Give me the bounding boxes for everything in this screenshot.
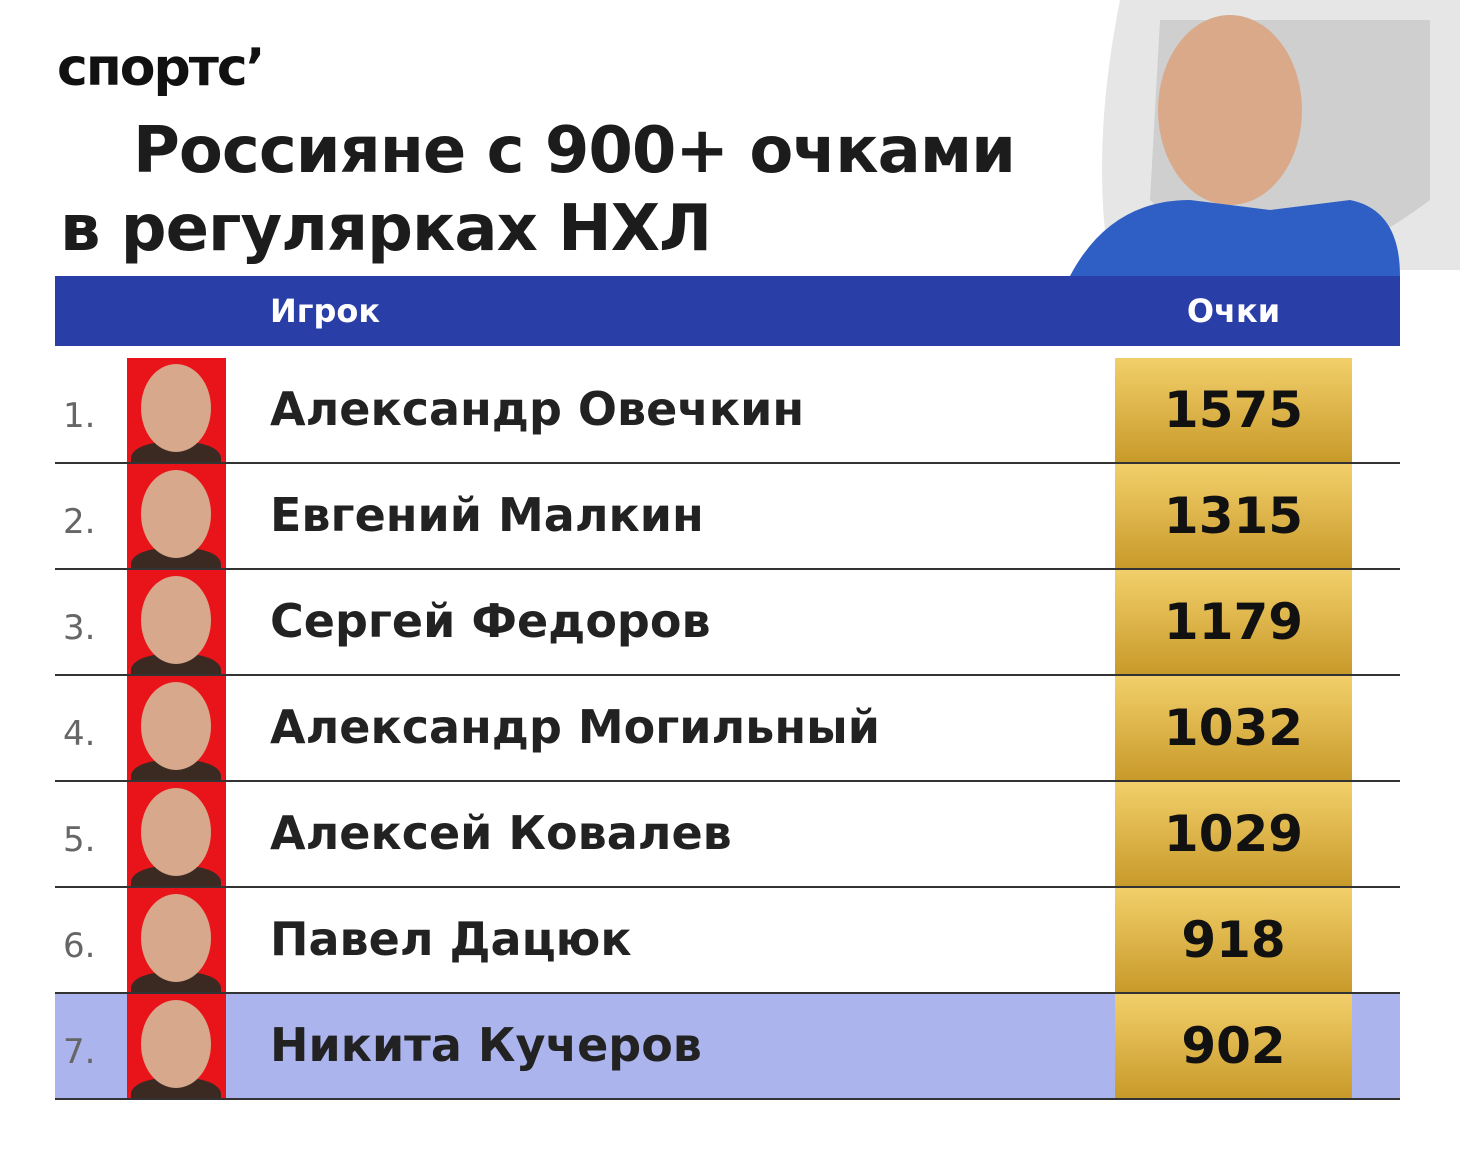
photo-body	[131, 972, 221, 992]
player-name: Александр Овечкин	[270, 382, 805, 436]
player-photo	[127, 358, 226, 462]
photo-body	[131, 866, 221, 886]
points: 1315	[1115, 464, 1352, 568]
points: 1032	[1115, 676, 1352, 780]
photo-face	[141, 470, 211, 558]
rank: 6.	[63, 926, 96, 966]
points: 1029	[1115, 782, 1352, 886]
player-name: Алексей Ковалев	[270, 806, 732, 860]
brand-logo: спортс’	[57, 38, 265, 98]
player-photo	[127, 676, 226, 780]
table-row: 3. Сергей Федоров 1179	[55, 570, 1400, 676]
rank: 3.	[63, 608, 96, 648]
table-row: 4. Александр Могильный 1032	[55, 676, 1400, 782]
player-photo	[127, 994, 226, 1098]
player-name: Никита Кучеров	[270, 1018, 702, 1072]
player-name: Павел Дацюк	[270, 912, 632, 966]
rank: 7.	[63, 1032, 96, 1072]
photo-face	[141, 364, 211, 452]
rank: 2.	[63, 502, 96, 542]
points: 1575	[1115, 358, 1352, 462]
player-photo	[127, 782, 226, 886]
table-row: 1. Александр Овечкин 1575	[55, 358, 1400, 464]
header-cell: Игрок	[270, 292, 381, 330]
photo-body	[131, 654, 221, 674]
rank: 5.	[63, 820, 96, 860]
table-row: 2. Евгений Малкин 1315	[55, 464, 1400, 570]
title-line: Россияне с 900+ очками	[133, 114, 1016, 188]
photo-face	[141, 576, 211, 664]
rank: 4.	[63, 714, 96, 754]
photo-face	[141, 682, 211, 770]
photo-body	[131, 442, 221, 462]
photo-face	[141, 788, 211, 876]
player-name: Сергей Федоров	[270, 594, 711, 648]
header-cell: Очки	[1186, 292, 1281, 330]
points: 918	[1115, 888, 1352, 992]
table-row: 7. Никита Кучеров 902	[55, 994, 1400, 1100]
points: 902	[1115, 994, 1352, 1098]
player-name: Александр Могильный	[270, 700, 880, 754]
header-art	[1070, 0, 1460, 276]
photo-body	[131, 548, 221, 568]
table-row: 6. Павел Дацюк 918	[55, 888, 1400, 994]
player-photo	[127, 570, 226, 674]
photo-face	[141, 1000, 211, 1088]
photo-body	[131, 1078, 221, 1098]
points: 1179	[1115, 570, 1352, 674]
title-line: в регулярках НХЛ	[60, 192, 712, 266]
rank: 1.	[63, 396, 96, 436]
player-name: Евгений Малкин	[270, 488, 704, 542]
photo-body	[131, 760, 221, 780]
player-photo	[127, 464, 226, 568]
player-photo	[127, 888, 226, 992]
table-header: Игрок Очки	[55, 276, 1400, 346]
photo-face	[141, 894, 211, 982]
table-row: 5. Алексей Ковалев 1029	[55, 782, 1400, 888]
